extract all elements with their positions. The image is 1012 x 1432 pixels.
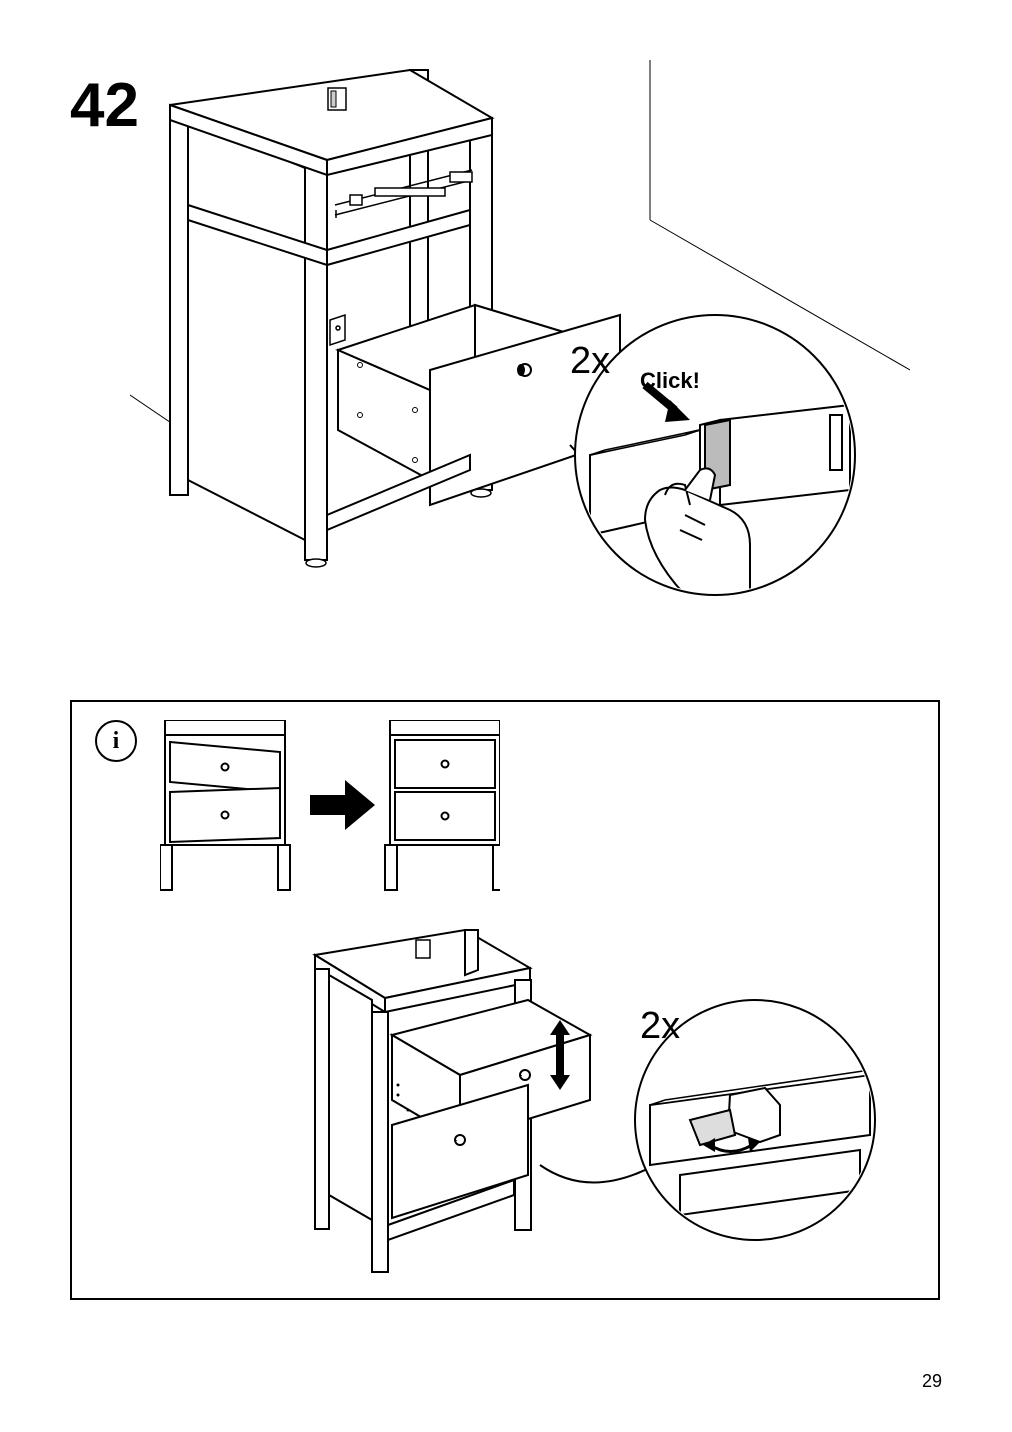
quantity-label-top: 2x: [570, 340, 610, 383]
info-icon: i: [95, 720, 137, 762]
alignment-before-after: [160, 720, 500, 900]
step-number: 42: [70, 70, 139, 141]
quantity-label-bottom: 2x: [640, 1005, 680, 1048]
detail-click-inset: [570, 310, 860, 600]
adjustment-diagram: [260, 920, 880, 1280]
click-label: Click!: [640, 368, 700, 394]
page-number: 29: [922, 1371, 942, 1392]
